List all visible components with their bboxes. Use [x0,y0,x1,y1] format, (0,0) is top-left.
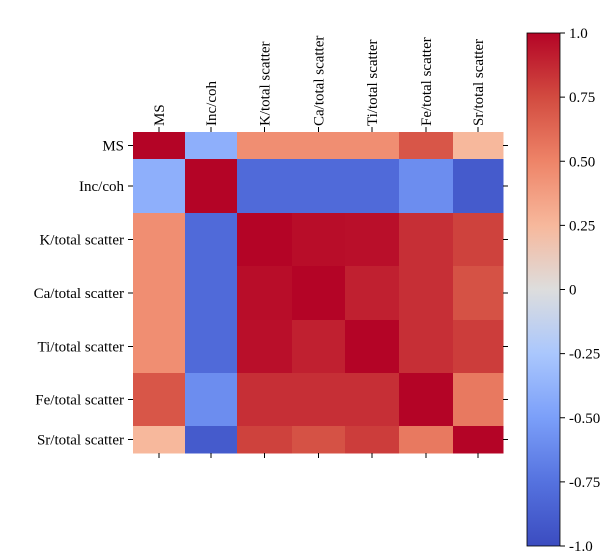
heatmap-cell [345,213,400,267]
heatmap-cell [133,426,186,454]
heatmap-cell [345,159,400,214]
heatmap-cell [133,373,186,427]
heatmap-cell [399,213,454,267]
heatmap-cell [345,426,400,454]
heatmap-cell [133,266,186,321]
heatmap-cell [133,132,186,160]
y-tick-label: K/total scatter [39,233,124,249]
colorbar-tick-label: 0.50 [569,154,595,170]
y-tick-label: Fe/total scatter [35,393,124,409]
colorbar-tick-label: 0.25 [569,218,595,234]
heatmap-cell [292,426,346,454]
heatmap-cell [345,266,400,321]
colorbar-tick-label: -0.25 [569,347,600,363]
heatmap-cell [133,213,186,267]
heatmap-cell [185,373,238,427]
y-axis-ticks [128,145,508,440]
heatmap-cell [292,373,346,427]
heatmap-cell [292,320,346,374]
heatmap-cell [133,159,186,214]
heatmap-cell [185,320,238,374]
heatmap-cell [237,159,293,214]
heatmap-cell [237,132,293,160]
heatmap-cell [237,426,293,454]
heatmap-cell [237,373,293,427]
x-tick-label: Inc/coh [204,81,220,126]
x-tick-label: K/total scatter [258,41,274,126]
colorbar-tick-label: 0.75 [569,90,595,106]
heatmap-cells [133,132,504,454]
heatmap-cell [185,266,238,321]
x-axis-ticks [158,127,479,458]
heatmap-cell [133,320,186,374]
heatmap-cell [345,132,400,160]
y-tick-label: Ca/total scatter [34,286,124,302]
colorbar-tick-label: 1.0 [569,26,588,42]
heatmap-cell [453,213,504,267]
colorbar [526,32,561,547]
y-tick-label: Inc/coh [79,179,124,195]
heatmap-cell [185,132,238,160]
heatmap-cell [453,159,504,214]
heatmap-cell [399,320,454,374]
x-axis-labels: MS Inc/coh K/total scatter Ca/total scatter… [152,36,487,126]
colorbar-tick-label: -1.0 [569,539,593,555]
heatmap-cell [399,159,454,214]
x-tick-label: Ti/total scatter [365,39,381,126]
heatmap-cell [453,132,504,160]
heatmap-cell [453,373,504,427]
heatmap-cell [237,266,293,321]
heatmap-cell [399,132,454,160]
colorbar-tick-label: -0.50 [569,411,600,427]
heatmap-cell [399,373,454,427]
x-tick-label: Sr/total scatter [471,39,487,126]
heatmap-cell [453,320,504,374]
colorbar-tick-labels: 1.0 0.75 0.50 0.25 0 -0.25 -0.50 -0.75 -1.0 [560,26,600,555]
heatmap-cell [453,266,504,321]
heatmap-cell [399,266,454,321]
x-tick-label: Ca/total scatter [312,36,328,126]
y-tick-label: MS [102,139,124,155]
heatmap-cell [453,426,504,454]
heatmap-cell [345,373,400,427]
x-tick-label: MS [152,104,168,126]
heatmap-cell [345,320,400,374]
heatmap-cell [399,426,454,454]
y-axis-labels: MS Inc/coh K/total scatter Ca/total scatter… [34,139,125,449]
heatmap-cell [292,159,346,214]
heatmap-cell [237,320,293,374]
heatmap-cell [292,213,346,267]
colorbar-tick-label: -0.75 [569,475,600,491]
x-tick-label: Fe/total scatter [419,37,435,126]
heatmap-cell [185,426,238,454]
colorbar-tick-label: 0 [569,283,577,299]
y-tick-label: Ti/total scatter [37,340,124,356]
heatmap-cell [185,213,238,267]
heatmap-cell [237,213,293,267]
heatmap-cell [292,266,346,321]
heatmap-cell [292,132,346,160]
y-tick-label: Sr/total scatter [37,433,124,449]
heatmap-cell [185,159,238,214]
